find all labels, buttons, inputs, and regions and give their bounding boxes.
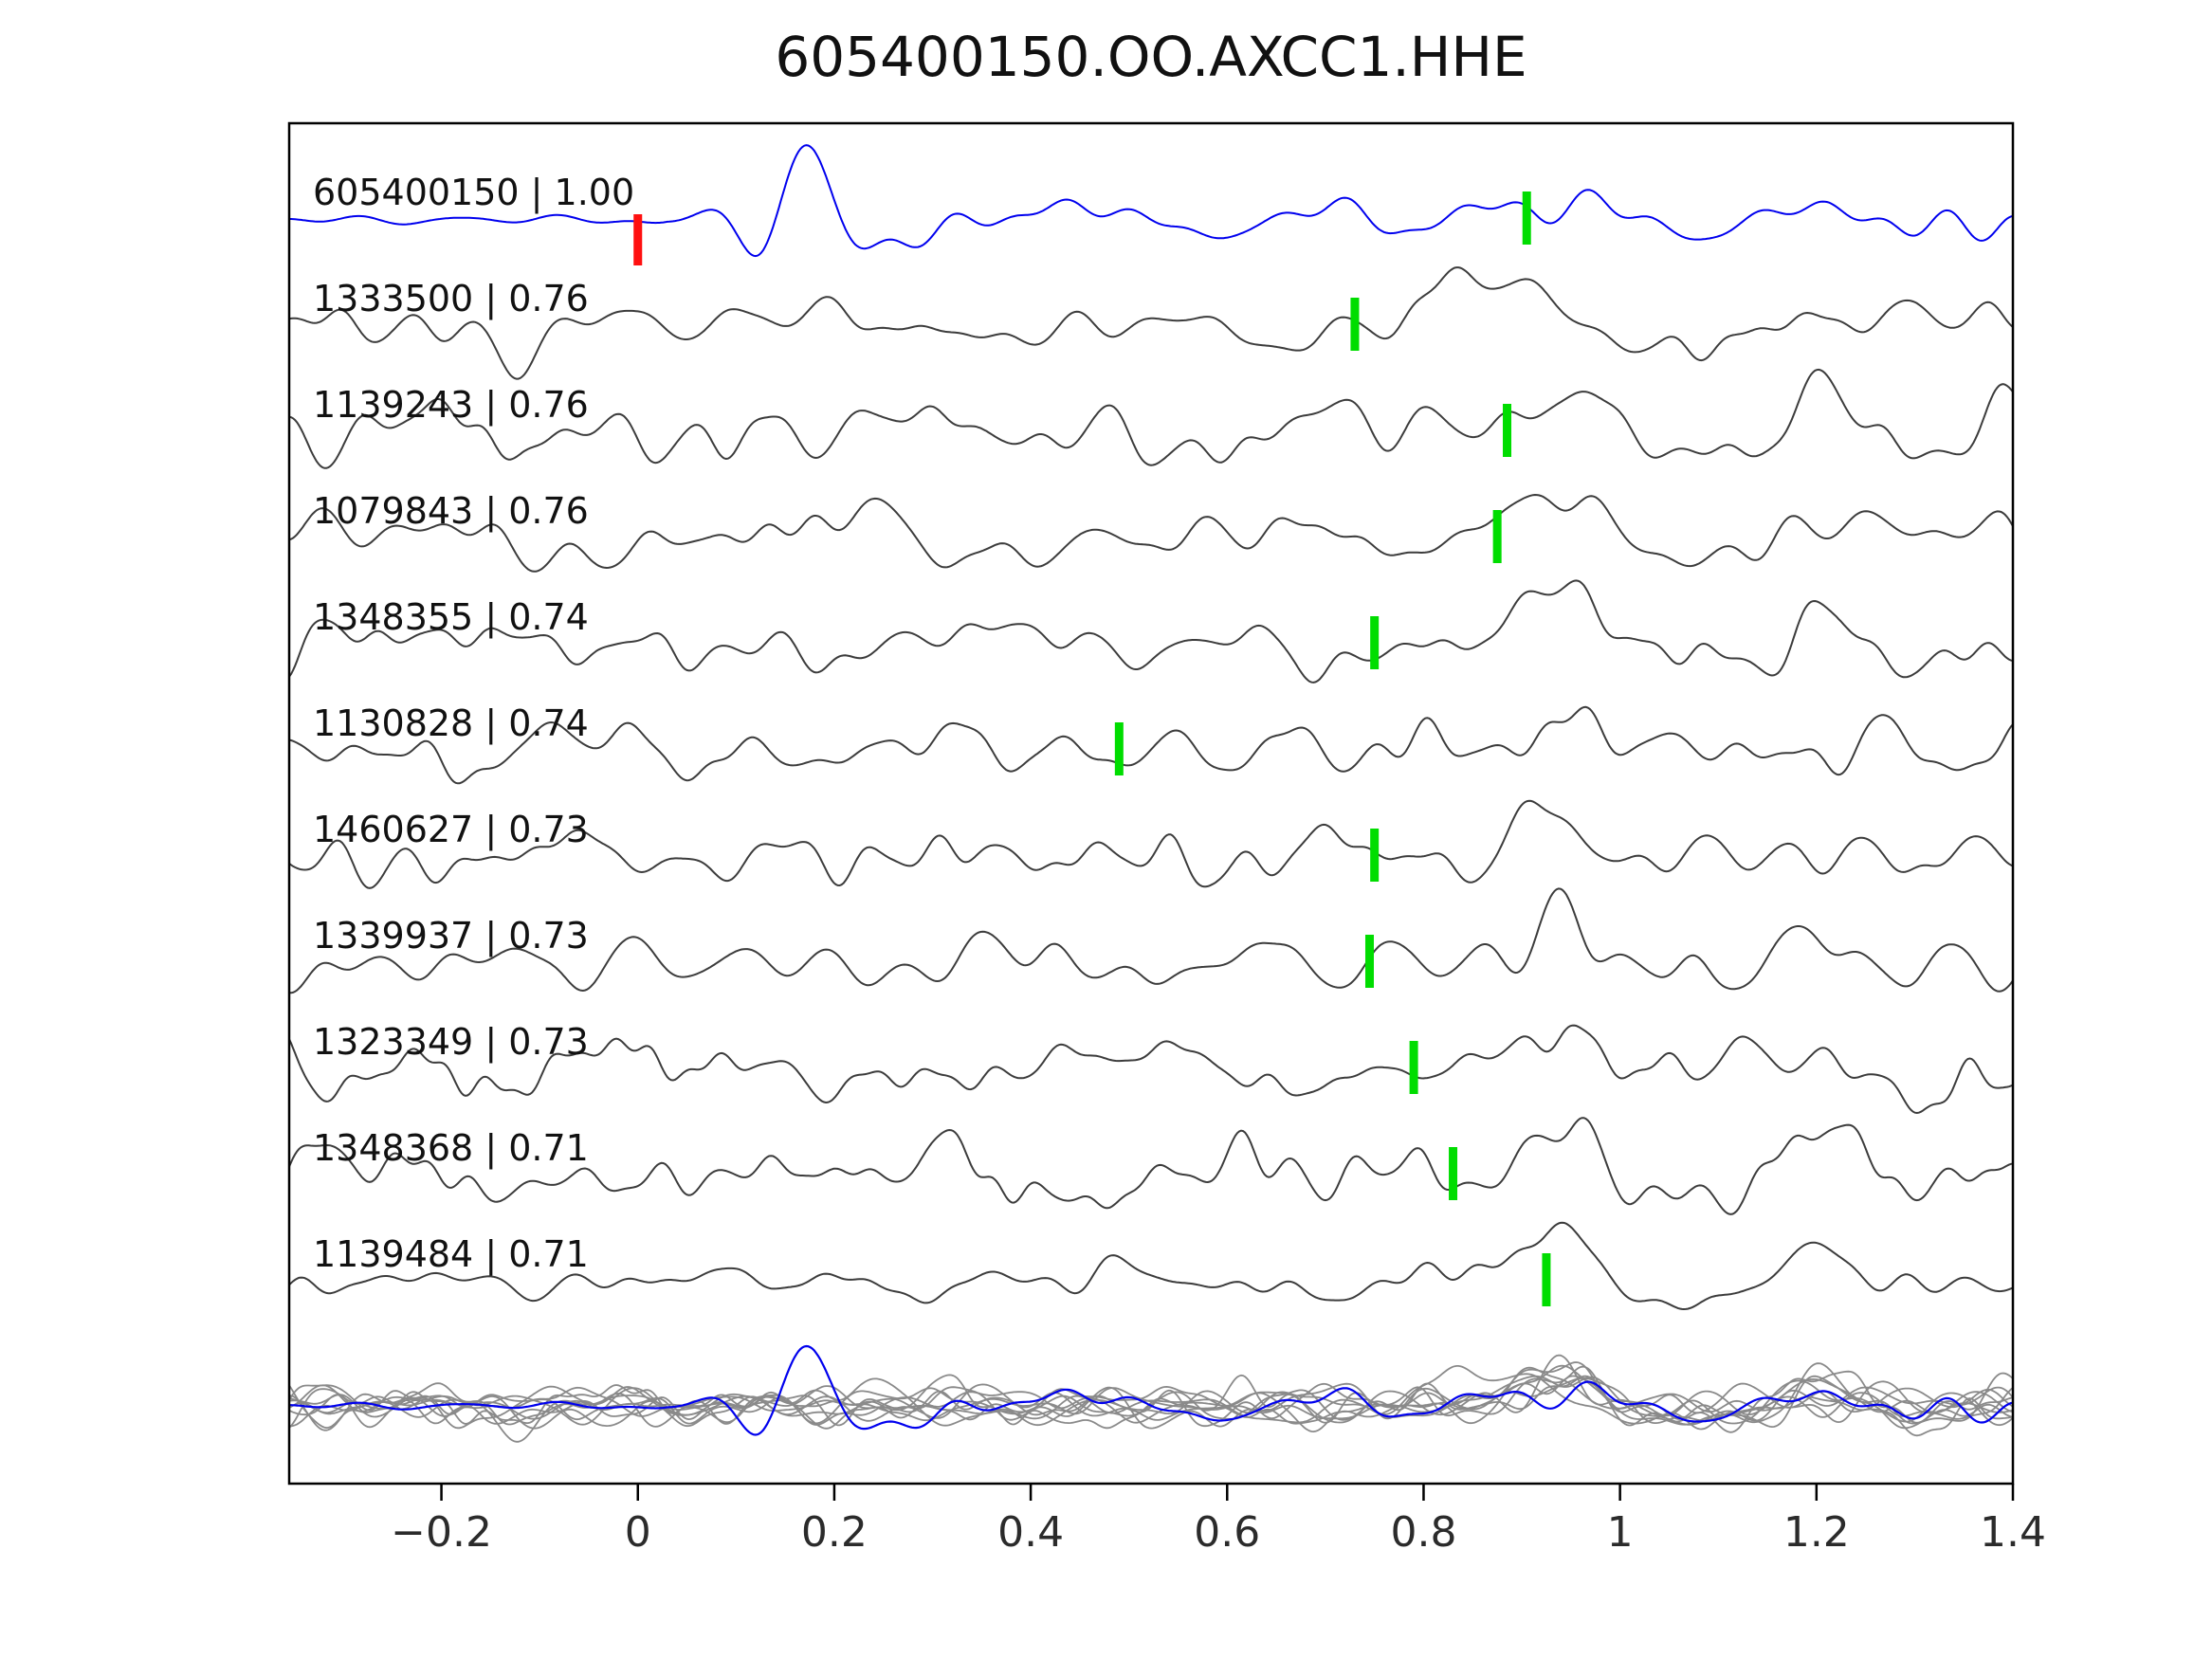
trace-label: 1079843 | 0.76 [313, 490, 589, 533]
x-tick-label: 0.2 [801, 1508, 868, 1557]
overlay-trace-path [289, 1366, 2013, 1429]
x-tick-label: −0.2 [391, 1508, 492, 1557]
overlay-trace-path [289, 1354, 2013, 1428]
overlay-trace-path [289, 1375, 2013, 1437]
x-tick-label: 1.4 [1980, 1508, 2046, 1557]
trace-label: 1130828 | 0.74 [313, 702, 589, 745]
trace-label: 1348368 | 0.71 [313, 1127, 589, 1170]
trace-label: 1323349 | 0.73 [313, 1021, 589, 1064]
detection-trace-path [289, 493, 2013, 573]
overlay-trace-path [289, 1365, 2013, 1433]
x-tick-label: 1 [1607, 1508, 1634, 1557]
detection-trace-path [289, 705, 2013, 785]
x-tick-label: 0 [625, 1508, 651, 1557]
detection-trace-path [289, 1024, 2013, 1115]
x-tick-label: 1.2 [1783, 1508, 1850, 1557]
trace-label: 1139484 | 0.71 [313, 1233, 589, 1276]
detection-trace-path [289, 1117, 2013, 1215]
detection-trace-path [289, 1221, 2013, 1311]
detection-trace-path [289, 887, 2013, 994]
plot-title: 605400150.OO.AXCC1.HHE [775, 25, 1527, 89]
detection-trace-path [289, 579, 2013, 684]
plot-border [287, 121, 2015, 1486]
x-tick-label: 0.4 [997, 1508, 1064, 1557]
overlay-trace-path [289, 1364, 2013, 1426]
overlay-trace-path [289, 1375, 2013, 1430]
trace-label: 1348355 | 0.74 [313, 596, 589, 639]
trace-label: 1460627 | 0.73 [313, 809, 589, 851]
detection-trace-path [289, 799, 2013, 889]
template-trace-path [289, 144, 2013, 258]
overlay-template-path [289, 1344, 2013, 1436]
trace-label: 1333500 | 0.76 [313, 278, 589, 320]
x-tick-label: 0.6 [1194, 1508, 1260, 1557]
detection-trace-path [289, 266, 2013, 380]
trace-label: 605400150 | 1.00 [313, 172, 634, 214]
trace-label: 1339937 | 0.73 [313, 915, 589, 957]
x-tick-label: 0.8 [1390, 1508, 1456, 1557]
trace-label: 1139243 | 0.76 [313, 384, 589, 427]
detection-trace-path [289, 368, 2013, 469]
waveform-area: 605400150 | 1.00 1333500 | 0.76 1139243 | … [289, 144, 2013, 1443]
